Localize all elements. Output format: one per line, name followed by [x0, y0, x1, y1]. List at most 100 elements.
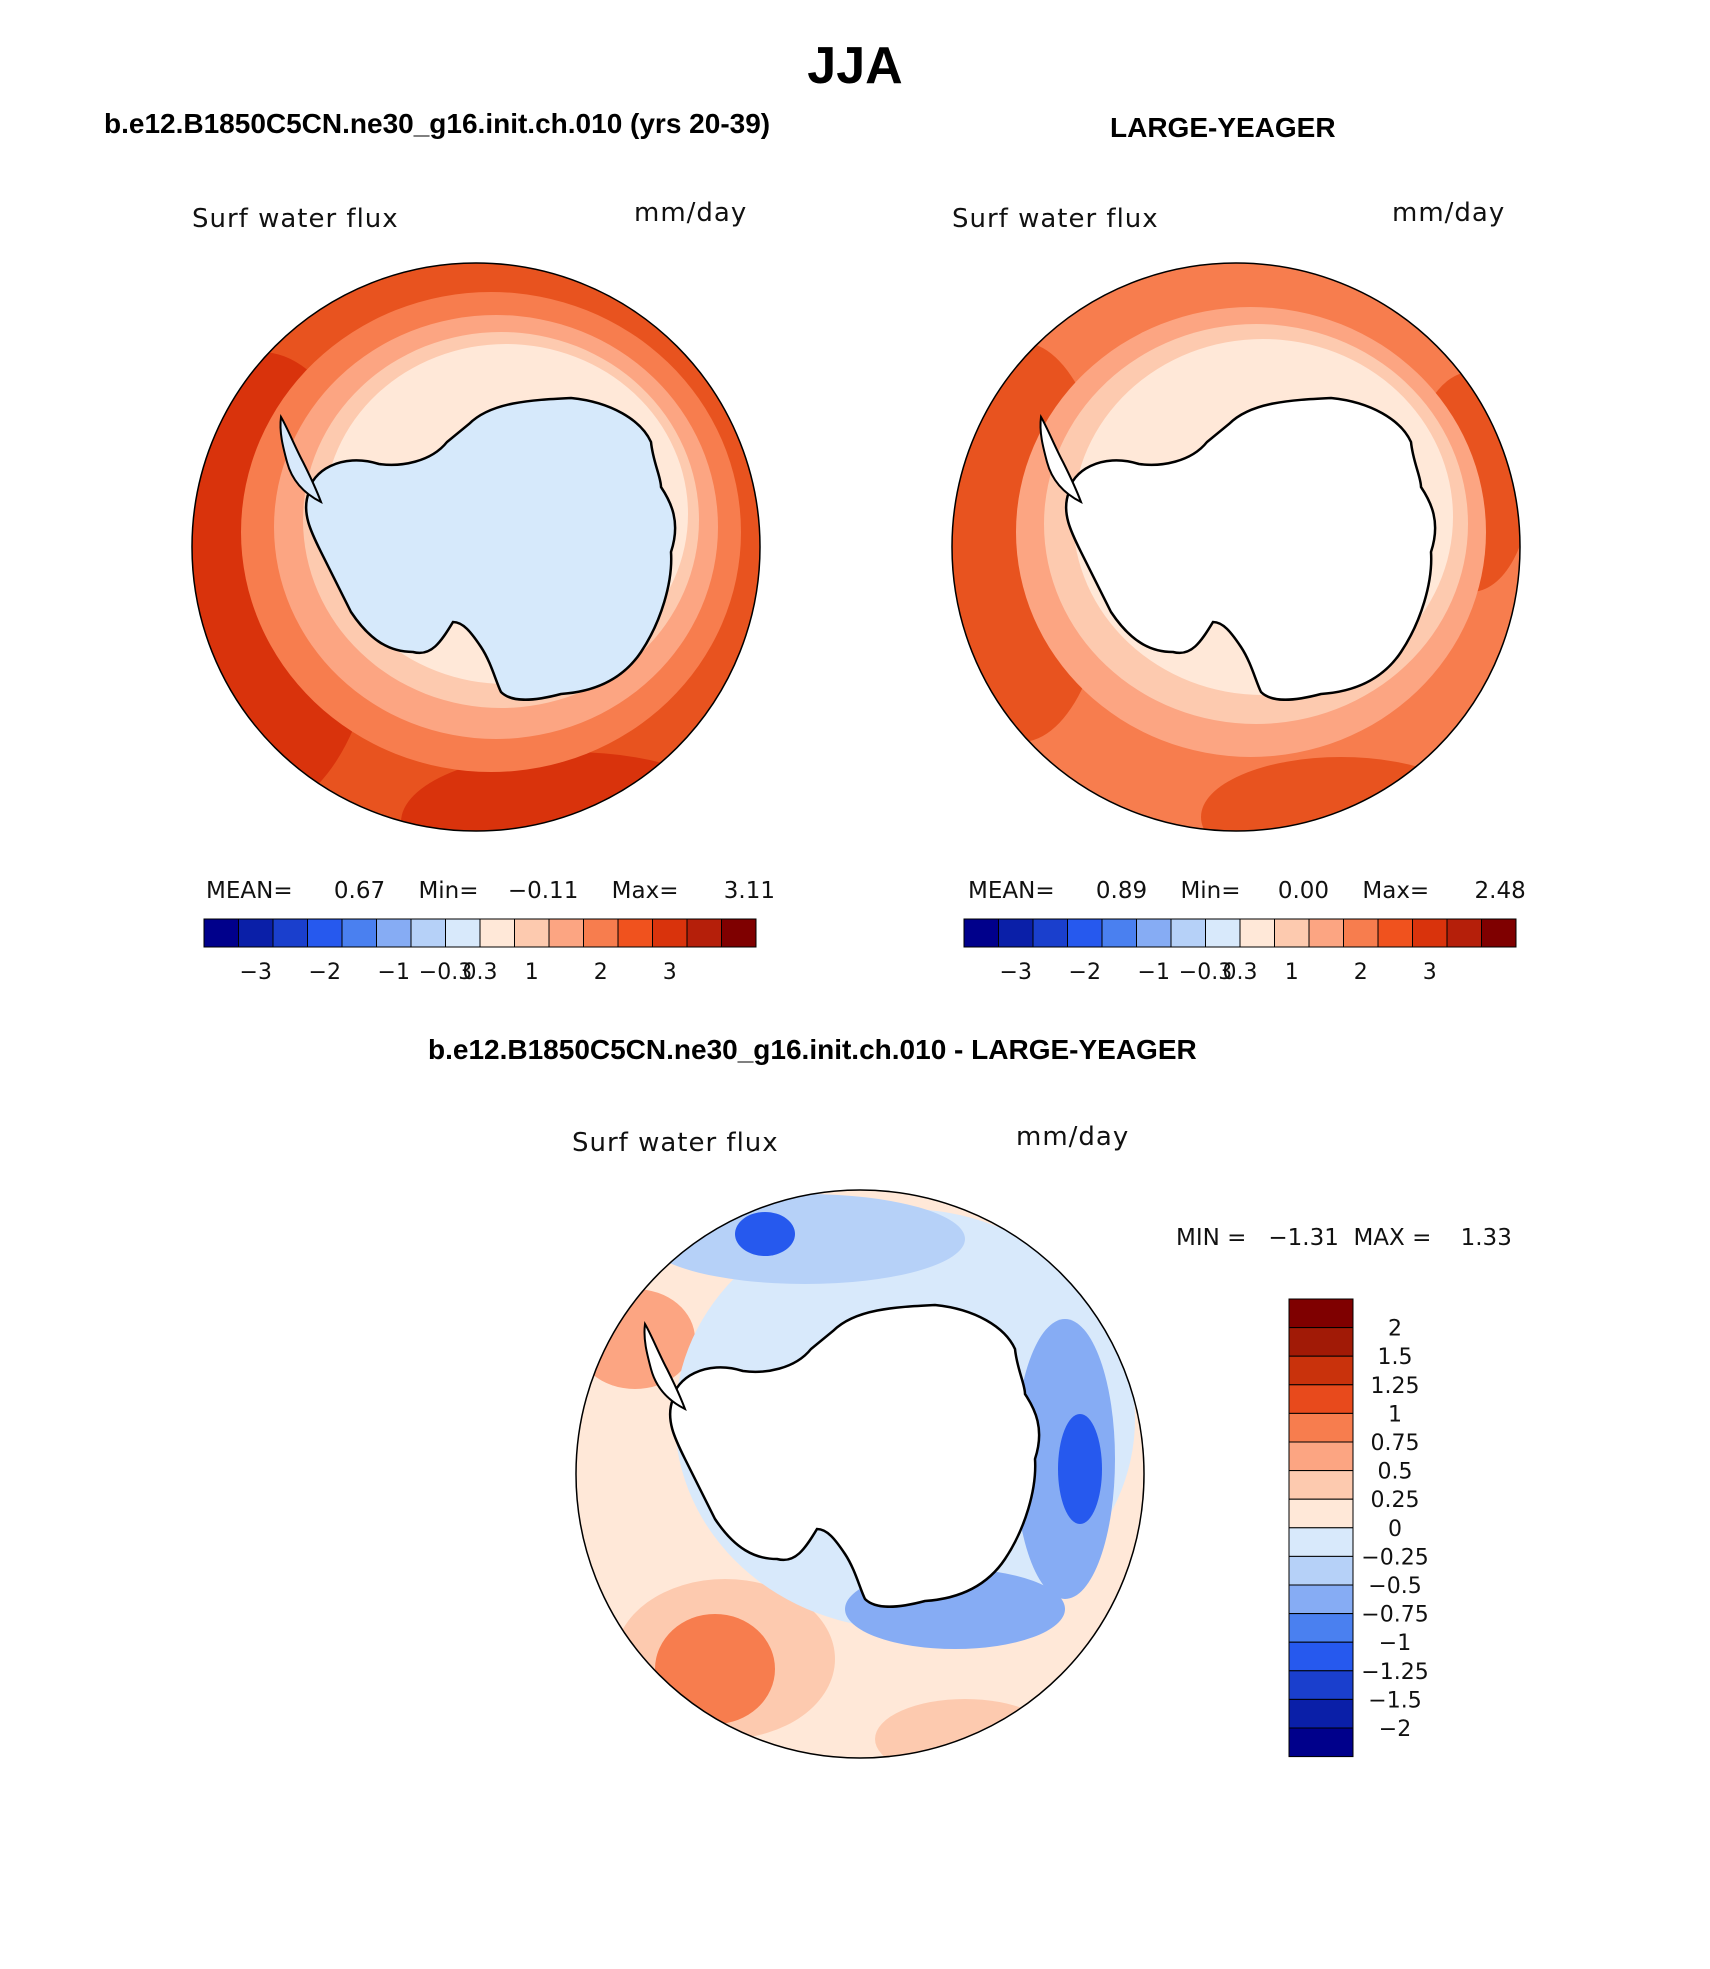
- diff-colorbar-box: [1288, 1498, 1354, 1529]
- right-max-label: Max=: [1362, 878, 1430, 904]
- right-colorbar-box: [1101, 918, 1137, 948]
- diff-colorbar-tick-label: 2: [1388, 1317, 1402, 1342]
- left-colorbar-box: [617, 918, 653, 948]
- right-colorbar-box: [1170, 918, 1206, 948]
- left-colorbar-box: [307, 918, 343, 948]
- diff-colorbar-box: [1288, 1384, 1354, 1414]
- left-colorbar-box: [410, 918, 446, 948]
- right-units-label: mm/day: [1392, 198, 1506, 228]
- right-colorbar-box: [1446, 918, 1482, 948]
- left-max-label: Max=: [611, 878, 679, 904]
- left-variable-label: Surf water flux: [192, 204, 399, 234]
- diff-colorbar-box: [1288, 1355, 1354, 1386]
- diff-colorbar-box: [1288, 1412, 1354, 1443]
- right-colorbar-tick-label: −0.3: [1179, 960, 1232, 985]
- right-colorbar-tick-label: −2: [1069, 960, 1101, 985]
- right-case-title: LARGE-YEAGER: [1110, 112, 1336, 143]
- left-colorbar-box: [203, 918, 239, 948]
- left-mean-label: MEAN=: [206, 878, 293, 904]
- diff-colorbar-tick-label: −0.5: [1368, 1574, 1421, 1599]
- right-colorbar-box: [998, 918, 1034, 948]
- left-colorbar-box: [341, 918, 377, 948]
- diff-colorbar-box: [1288, 1441, 1354, 1472]
- left-colorbar-box: [376, 918, 412, 948]
- right-colorbar-tick-label: 1: [1285, 960, 1299, 985]
- diff-colorbar-box: [1288, 1470, 1354, 1500]
- right-stats: MEAN= 0.89 Min= 0.00 Max= 2.48: [968, 878, 1526, 904]
- right-colorbar-box: [1067, 918, 1103, 948]
- right-colorbar-tick-label: 0.3: [1223, 960, 1258, 985]
- diff-field-sw-pos2: [655, 1614, 775, 1724]
- left-antarctica-landmass: [304, 396, 677, 701]
- left-antarctic-peninsula: [279, 414, 323, 505]
- diff-colorbar-box: [1288, 1584, 1354, 1615]
- right-variable-label: Surf water flux: [952, 204, 1159, 234]
- left-units-label: mm/day: [634, 198, 748, 228]
- left-colorbar-box: [652, 918, 688, 948]
- left-min-value: −0.11: [507, 878, 579, 904]
- diff-colorbar-tick-label: 0.25: [1371, 1488, 1420, 1513]
- right-colorbar-tick-label: −1: [1138, 960, 1170, 985]
- right-field-blob-south: [1201, 757, 1481, 831]
- left-colorbar-tick-label: 3: [663, 960, 677, 985]
- right-colorbar-tick-label: 2: [1354, 960, 1368, 985]
- left-colorbar-box: [238, 918, 274, 948]
- diff-colorbar-tick-label: −1.5: [1368, 1688, 1421, 1713]
- right-colorbar-tick-label: −3: [1000, 960, 1032, 985]
- right-colorbar-box: [1136, 918, 1172, 948]
- diff-units-label: mm/day: [1016, 1122, 1130, 1152]
- diff-minmax: MIN = −1.31 MAX = 1.33: [1176, 1225, 1512, 1251]
- left-case-title: b.e12.B1850C5CN.ne30_g16.init.ch.010 (yr…: [104, 108, 771, 139]
- right-colorbar-box: [963, 918, 999, 948]
- diff-colorbar-box: [1288, 1698, 1354, 1729]
- left-map-border: [191, 262, 761, 832]
- right-colorbar-box: [1274, 918, 1310, 948]
- right-max-value: 2.48: [1474, 878, 1526, 904]
- left-colorbar-box: [479, 918, 515, 948]
- right-antarctica-landmass: [1064, 396, 1437, 701]
- diff-field-neg-north-core: [735, 1212, 795, 1256]
- diff-field-neg-east-core: [1058, 1414, 1102, 1524]
- diff-colorbar-box: [1288, 1727, 1354, 1758]
- diff-colorbar-box: [1288, 1613, 1354, 1643]
- diff-colorbar-tick-label: 1.5: [1378, 1345, 1413, 1370]
- right-colorbar-box: [1377, 918, 1413, 948]
- diff-colorbar-tick-label: 1.25: [1371, 1374, 1420, 1399]
- diff-colorbar-tick-label: −1: [1379, 1631, 1411, 1656]
- left-colorbar-tick-label: 1: [525, 960, 539, 985]
- right-min-value: 0.00: [1277, 878, 1330, 904]
- diff-field-neg-north: [645, 1194, 965, 1284]
- right-colorbar-box: [1308, 918, 1344, 948]
- diff-map-border: [575, 1189, 1145, 1759]
- right-colorbar-tick-label: 3: [1423, 960, 1437, 985]
- left-colorbar-tick-label: 2: [594, 960, 608, 985]
- diff-case-title: b.e12.B1850C5CN.ne30_g16.init.ch.010 - L…: [428, 1034, 1197, 1065]
- diff-colorbar-box: [1288, 1670, 1354, 1700]
- left-stats: MEAN= 0.67 Min= −0.11 Max= 3.11: [206, 878, 775, 904]
- right-antarctic-peninsula: [1039, 414, 1083, 505]
- diff-colorbar-box: [1288, 1527, 1354, 1557]
- right-colorbar-box: [1239, 918, 1275, 948]
- diff-colorbar-tick-label: −1.25: [1361, 1660, 1428, 1685]
- left-colorbar-box: [548, 918, 584, 948]
- left-colorbar: −3 −2 −1 −0.30.3 1 2 3: [203, 918, 757, 985]
- main-title: JJA: [807, 37, 903, 95]
- right-mean-value: 0.89: [1095, 878, 1148, 904]
- left-colorbar-tick-label: 0.3: [463, 960, 498, 985]
- diff-polar-map: [575, 1189, 1145, 1759]
- left-colorbar-tick-label: −1: [378, 960, 410, 985]
- left-colorbar-box: [272, 918, 308, 948]
- diff-colorbar-tick-label: −2: [1379, 1717, 1411, 1742]
- left-min-label: Min=: [418, 878, 479, 904]
- left-colorbar-box: [686, 918, 722, 948]
- diff-variable-label: Surf water flux: [572, 1128, 779, 1158]
- right-colorbar-box: [1032, 918, 1068, 948]
- left-colorbar-box: [721, 918, 757, 948]
- diff-colorbar-tick-label: −0.75: [1361, 1603, 1428, 1628]
- right-colorbar: −3 −2 −1 −0.30.3 1 2 3: [963, 918, 1517, 985]
- diff-colorbar: 2 1.5 1.25 1 0.75 0.5 0.25 0 −0.25 −0.5 −0.75 −1 −1.…: [1288, 1298, 1429, 1758]
- diff-colorbar-tick-label: 0.75: [1371, 1431, 1420, 1456]
- left-colorbar-tick-label: −2: [309, 960, 341, 985]
- left-colorbar-box: [514, 918, 550, 948]
- diff-colorbar-box: [1288, 1641, 1354, 1672]
